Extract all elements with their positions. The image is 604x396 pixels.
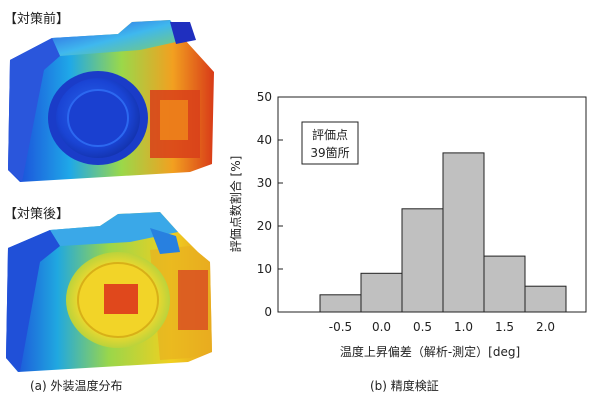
y-tick-label: 40 bbox=[257, 133, 272, 147]
annotation-line-2: 39箇所 bbox=[310, 146, 349, 160]
bar-0.5 bbox=[401, 208, 444, 313]
after-label: 【対策後】 bbox=[4, 207, 70, 222]
right-caption: (b) 精度検証 bbox=[370, 379, 439, 393]
bar-0.0 bbox=[360, 272, 403, 313]
before-label: 【対策前】 bbox=[4, 12, 70, 27]
y-axis-title: 評価点数割合 [%] bbox=[228, 156, 243, 253]
y-tick-label: 50 bbox=[257, 90, 272, 104]
y-tick-label: 10 bbox=[257, 262, 272, 276]
bar-2.0 bbox=[524, 285, 567, 313]
y-tick-label: 30 bbox=[257, 176, 272, 190]
x-tick-label: 0.5 bbox=[413, 320, 432, 334]
x-tick-label: -0.5 bbox=[329, 320, 352, 334]
annotation-box: 評価点 39箇所 bbox=[301, 121, 359, 165]
x-tick-label: 1.5 bbox=[495, 320, 514, 334]
x-axis-title: 温度上昇偏差（解析-測定）[deg] bbox=[340, 344, 520, 359]
before-camera-image bbox=[8, 20, 214, 182]
after-camera-image bbox=[6, 212, 212, 372]
bar--0.5 bbox=[319, 294, 362, 313]
left-caption: (a) 外装温度分布 bbox=[30, 379, 123, 393]
y-tick-label: 0 bbox=[264, 305, 272, 319]
x-tick-label: 0.0 bbox=[372, 320, 391, 334]
x-tick-label: 2.0 bbox=[536, 320, 555, 334]
plot-frame bbox=[277, 96, 587, 313]
annotation-line-1: 評価点 bbox=[312, 127, 348, 142]
y-tick-label: 20 bbox=[257, 219, 272, 233]
x-tick-label: 1.0 bbox=[454, 320, 473, 334]
bar-1.0 bbox=[442, 152, 485, 313]
bar-1.5 bbox=[483, 255, 526, 313]
